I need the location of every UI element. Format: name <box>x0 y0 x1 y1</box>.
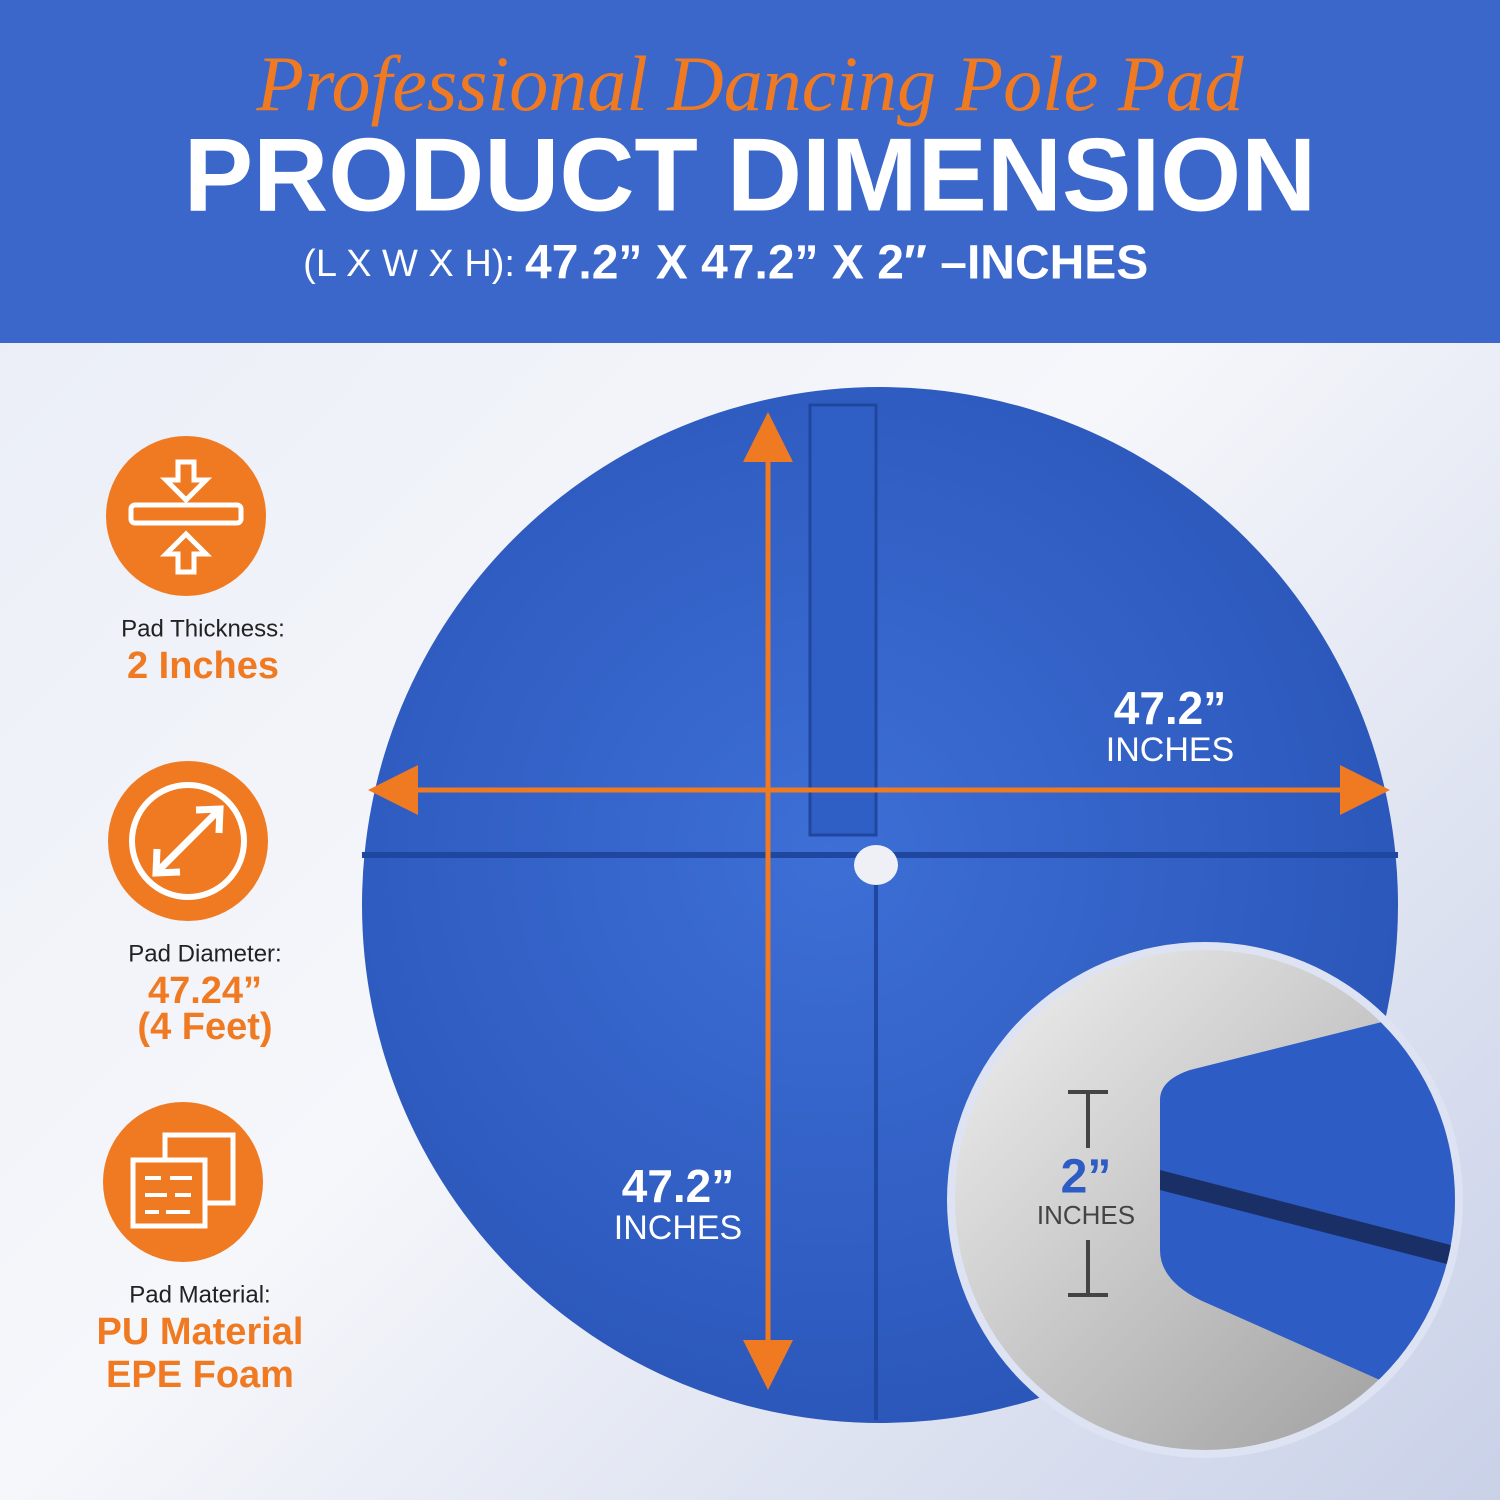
inset <box>955 950 1455 1450</box>
spec-value: (4 Feet) <box>137 1006 272 1048</box>
annotation-value: 2” <box>1061 1151 1112 1204</box>
annotation-unit: INCHES <box>614 1209 742 1247</box>
spec-value: EPE Foam <box>106 1354 294 1396</box>
spec-label: Pad Diameter: <box>128 940 281 967</box>
thickness-marker <box>1068 1090 1108 1297</box>
spec-label: Pad Material: <box>129 1281 270 1308</box>
dims-value: 47.2” X 47.2” X 2″ –INCHES <box>525 237 1148 290</box>
annotation-value: 47.2” <box>1114 682 1227 734</box>
annotation-unit: INCHES <box>1037 1200 1135 1230</box>
inset-seam <box>1160 1170 1455 1270</box>
pole-hole <box>854 845 898 885</box>
thickness-icon <box>106 436 266 596</box>
spec-value: PU Material <box>97 1311 304 1353</box>
header-band <box>0 0 1500 343</box>
annotation-value: 47.2” <box>622 1160 735 1212</box>
title: PRODUCT DIMENSION <box>184 117 1316 233</box>
spec-value: 47.24” <box>148 970 262 1012</box>
script-title: Professional Dancing Pole Pad <box>255 40 1244 127</box>
diameter-icon <box>108 761 268 921</box>
dims-label: (L X W X H): <box>303 243 515 285</box>
material-icon <box>103 1102 263 1262</box>
annotation-unit: INCHES <box>1106 731 1234 769</box>
spec-label: Pad Thickness: <box>121 615 285 642</box>
flap <box>808 403 878 837</box>
spec-value: 2 Inches <box>127 645 279 687</box>
